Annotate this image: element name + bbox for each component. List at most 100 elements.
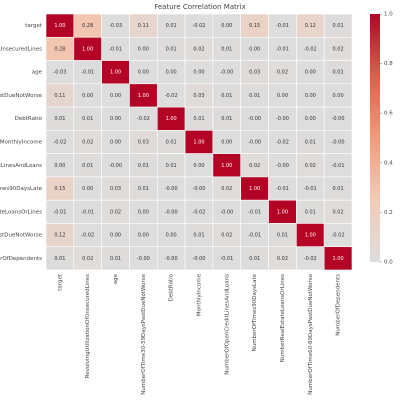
cell-label: 0.02 bbox=[221, 233, 232, 239]
y-tick-label: age bbox=[32, 70, 43, 76]
colorbar-tick-label: 0.4 bbox=[384, 160, 393, 166]
cell-label: -0.00 bbox=[165, 256, 178, 262]
cell-label: -0.00 bbox=[248, 116, 261, 122]
cell-label: 0.11 bbox=[138, 23, 149, 29]
cell-label: 0.00 bbox=[193, 163, 204, 169]
cell-label: 0.01 bbox=[166, 140, 177, 146]
cell-label: 0.28 bbox=[82, 23, 93, 29]
cell-label: 0.01 bbox=[305, 209, 316, 215]
cell-label: -0.00 bbox=[332, 116, 345, 122]
cell-label: 0.03 bbox=[249, 70, 260, 76]
cell-label: -0.00 bbox=[165, 209, 178, 215]
cell-label: 0.00 bbox=[305, 116, 316, 122]
cell-label: -0.01 bbox=[109, 46, 122, 52]
cell-label: 0.00 bbox=[221, 140, 232, 146]
cell-label: 0.01 bbox=[138, 186, 149, 192]
cell-label: 0.00 bbox=[138, 209, 149, 215]
cell-label: 0.01 bbox=[110, 256, 121, 262]
cell-label: 0.01 bbox=[277, 233, 288, 239]
cell-label: -0.00 bbox=[248, 140, 261, 146]
x-tick-label: NumberRealEstateLoansOrLines bbox=[280, 274, 286, 362]
cell-label: 1.00 bbox=[110, 70, 121, 76]
cell-label: 1.00 bbox=[249, 186, 260, 192]
cell-label: 0.01 bbox=[166, 46, 177, 52]
cell-label: 0.11 bbox=[54, 93, 65, 99]
y-tick-label: NumberOfTime30-59DaysPastDueNotWorse bbox=[0, 93, 43, 99]
cell-label: 0.01 bbox=[249, 256, 260, 262]
cell-label: 1.00 bbox=[333, 256, 344, 262]
cell-label: 0.01 bbox=[221, 116, 232, 122]
cell-label: -0.00 bbox=[165, 186, 178, 192]
cell-label: 0.00 bbox=[138, 46, 149, 52]
cell-label: 1.00 bbox=[166, 116, 177, 122]
cell-label: 0.01 bbox=[221, 46, 232, 52]
cell-label: 0.00 bbox=[110, 116, 121, 122]
cell-label: 0.00 bbox=[193, 70, 204, 76]
cell-label: 0.01 bbox=[333, 186, 344, 192]
x-tick-label: MonthlyIncome bbox=[197, 273, 203, 316]
cell-label: 0.02 bbox=[82, 256, 93, 262]
colorbar-tick-label: 1.0 bbox=[384, 12, 393, 18]
cell-label: -0.01 bbox=[220, 256, 233, 262]
cell-label: 0.02 bbox=[333, 46, 344, 52]
cell-label: 0.02 bbox=[221, 186, 232, 192]
cell-label: -0.00 bbox=[220, 209, 233, 215]
cell-label: -0.02 bbox=[304, 256, 317, 262]
cell-label: -0.03 bbox=[109, 23, 122, 29]
cell-label: 0.03 bbox=[138, 140, 149, 146]
cell-label: -0.00 bbox=[276, 163, 289, 169]
x-tick-label: NumberOfTime30-59DaysPastDueNotWorse bbox=[141, 273, 147, 394]
cell-label: 0.01 bbox=[166, 23, 177, 29]
cell-label: -0.02 bbox=[332, 233, 345, 239]
y-tick-label: DebtRatio bbox=[15, 116, 43, 122]
cell-label: 1.00 bbox=[305, 233, 316, 239]
cell-label: -0.01 bbox=[276, 186, 289, 192]
cell-label: 0.01 bbox=[54, 256, 65, 262]
cell-label: -0.01 bbox=[248, 209, 261, 215]
x-tick-label: NumberOfTimes90DaysLate bbox=[252, 273, 258, 351]
cell-label: 0.01 bbox=[193, 116, 204, 122]
cell-label: 0.00 bbox=[110, 233, 121, 239]
y-tick-label: NumberOfDependents bbox=[0, 256, 42, 262]
cell-label: -0.02 bbox=[276, 140, 289, 146]
cell-label: 0.00 bbox=[138, 70, 149, 76]
cell-label: 0.00 bbox=[82, 93, 93, 99]
cell-label: 1.00 bbox=[82, 46, 93, 52]
cell-label: 1.00 bbox=[193, 140, 204, 146]
y-tick-label: MonthlyIncome bbox=[0, 140, 43, 146]
cell-label: 0.00 bbox=[166, 233, 177, 239]
x-tick-label: DebtRatio bbox=[169, 273, 175, 301]
cell-label: 0.02 bbox=[277, 70, 288, 76]
cell-label: -0.02 bbox=[193, 23, 206, 29]
cell-label: 0.02 bbox=[249, 163, 260, 169]
cell-label: -0.02 bbox=[304, 46, 317, 52]
cell-label: 0.02 bbox=[305, 163, 316, 169]
cell-label: 0.01 bbox=[333, 23, 344, 29]
x-tick-label: target bbox=[57, 273, 63, 291]
cell-label: 0.01 bbox=[82, 163, 93, 169]
cell-label: -0.01 bbox=[81, 70, 94, 76]
chart-title: Feature Correlation Matrix bbox=[154, 3, 246, 11]
cell-label: -0.01 bbox=[332, 163, 345, 169]
x-tick-label: age bbox=[113, 273, 119, 284]
cell-label: 1.00 bbox=[138, 93, 149, 99]
cell-label: 0.28 bbox=[54, 46, 65, 52]
cell-label: 0.15 bbox=[54, 186, 65, 192]
cell-label: 0.00 bbox=[249, 46, 260, 52]
cell-label: 0.00 bbox=[110, 93, 121, 99]
cell-label: 0.15 bbox=[249, 23, 260, 29]
y-tick-label: NumberRealEstateLoansOrLines bbox=[0, 209, 42, 215]
cell-label: 0.01 bbox=[305, 140, 316, 146]
cell-label: -0.01 bbox=[304, 186, 317, 192]
y-tick-label: NumberOfTime60-89DaysPastDueNotWorse bbox=[0, 233, 43, 239]
cell-label: 0.01 bbox=[166, 163, 177, 169]
cell-label: 0.01 bbox=[82, 116, 93, 122]
cell-label: -0.00 bbox=[109, 163, 122, 169]
cell-label: 0.03 bbox=[110, 186, 121, 192]
cell-label: 0.12 bbox=[305, 23, 316, 29]
cell-label: 0.01 bbox=[221, 93, 232, 99]
y-tick-label: target bbox=[25, 23, 43, 29]
x-tick-label: NumberOfDependents bbox=[336, 274, 342, 336]
cell-label: -0.03 bbox=[53, 70, 66, 76]
cell-label: -0.00 bbox=[332, 140, 345, 146]
